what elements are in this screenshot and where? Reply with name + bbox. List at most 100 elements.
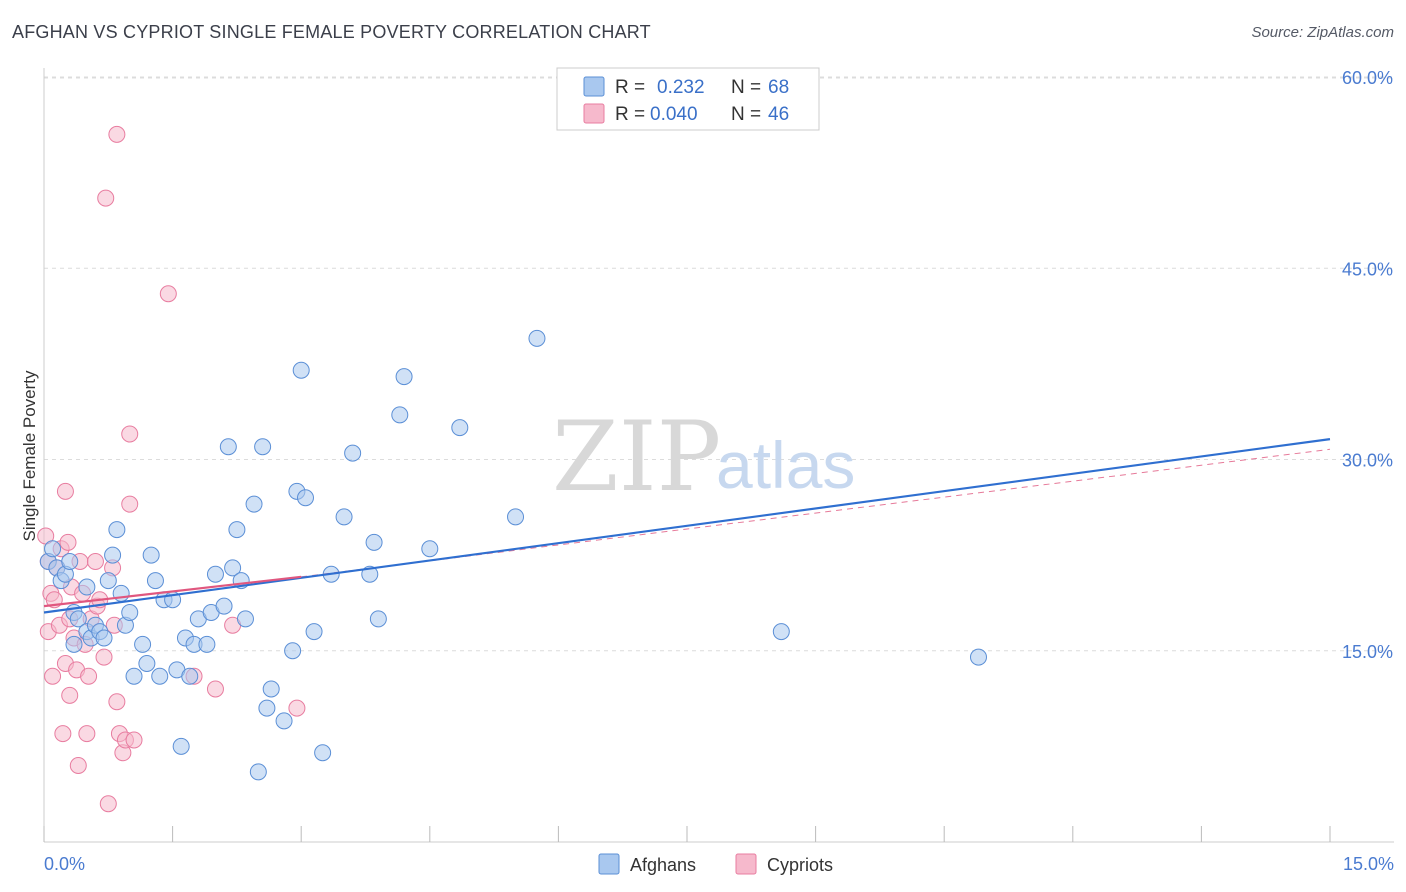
cypriots-point-29	[99, 795, 117, 813]
afghans-point-61	[369, 610, 387, 628]
cypriots-point-38	[121, 425, 139, 443]
cypriots-point-27	[95, 648, 113, 666]
afghans-point-53	[296, 489, 314, 507]
afghans-point-49	[275, 712, 293, 730]
afghans-point-1	[44, 540, 62, 558]
afghans-point-20	[121, 604, 139, 621]
afghans-point-65	[451, 419, 469, 437]
afghans-point-46	[254, 438, 272, 456]
afghans-point-47	[258, 699, 276, 717]
afghans-point-30	[172, 737, 190, 755]
chart-title: AFGHAN VS CYPRIOT SINGLE FEMALE POVERTY …	[12, 22, 651, 42]
afghans-point-32	[181, 667, 199, 685]
cypriots-point-44	[288, 699, 306, 717]
cypriots-point-39	[125, 731, 143, 749]
afghans-point-25	[146, 572, 164, 590]
cypriots-point-4	[44, 667, 62, 685]
afghans-point-43	[236, 610, 254, 628]
cypriots-point-11	[56, 482, 74, 500]
bottom-legend-swatch-cypriots	[735, 853, 757, 875]
afghans-point-39	[219, 438, 237, 456]
legend-n-label-cypriots: N =	[731, 104, 761, 125]
legend-r-label-cypriots: R =	[615, 104, 645, 125]
legend-r-value-cypriots: 0.040	[650, 104, 698, 125]
legend-n-value-afghans: 68	[768, 77, 789, 98]
afghans-point-40	[224, 559, 242, 577]
cypriots-point-37	[121, 495, 139, 513]
cypriots-point-13	[61, 686, 79, 704]
y-axis-title: Single Female Poverty	[20, 370, 39, 542]
legend-n-label-afghans: N =	[731, 77, 761, 98]
afghans-point-22	[134, 635, 152, 653]
afghans-point-63	[395, 368, 413, 386]
afghans-point-68	[772, 623, 790, 641]
afghans-point-52	[292, 361, 310, 379]
afghans-point-45	[249, 763, 267, 781]
legend-swatch-cypriots	[583, 103, 605, 124]
y-tick-label-0: 15.0%	[1342, 642, 1393, 662]
bottom-legend-label-afghans: Afghans	[630, 855, 696, 875]
top-legend: R = 0.232 N = 68 R = 0.040 N = 46	[556, 67, 820, 131]
afghans-point-6	[65, 635, 83, 653]
afghans-point-14	[95, 629, 113, 647]
legend-n-value-cypriots: 46	[768, 104, 789, 125]
afghans-point-55	[314, 744, 332, 762]
afghans-point-9	[78, 578, 96, 596]
afghans-point-44	[245, 495, 263, 513]
watermark-zip: ZIP	[552, 401, 721, 513]
cypriots-trend-extended	[301, 448, 1331, 578]
afghans-point-48	[262, 680, 280, 698]
legend-swatch-afghans	[583, 76, 605, 97]
cypriots-point-22	[80, 667, 98, 685]
afghans-point-38	[215, 597, 233, 615]
afghans-point-50	[284, 642, 302, 660]
afghans-point-58	[344, 444, 362, 462]
afghans-point-5	[61, 553, 79, 570]
afghans-point-24	[142, 546, 160, 564]
cypriots-point-12	[59, 533, 77, 551]
afghans-point-35	[198, 635, 216, 653]
afghans-point-15	[99, 572, 117, 590]
afghans-point-23	[138, 655, 156, 672]
cypriots-point-9	[54, 725, 72, 743]
grid-layer	[44, 76, 1394, 652]
bottom-legend-label-cypriots: Cypriots	[767, 855, 833, 875]
watermark-atlas: atlas	[716, 428, 855, 502]
x-tick-label-min: 0.0%	[44, 854, 85, 874]
trend-layer	[43, 438, 1331, 614]
cypriots-point-33	[108, 693, 126, 711]
bottom-legend: Afghans Cypriots	[598, 853, 833, 875]
afghans-point-59	[361, 565, 379, 583]
afghans-point-62	[391, 406, 409, 424]
afghans-point-66	[507, 508, 525, 526]
afghans-point-21	[125, 667, 143, 685]
afghans-point-60	[365, 533, 383, 551]
afghans-point-26	[151, 667, 169, 685]
afghans-trend	[43, 438, 1331, 614]
afghans-point-17	[108, 521, 126, 539]
cypriots-point-24	[86, 553, 104, 570]
afghans-point-41	[228, 521, 246, 539]
cypriots-point-40	[159, 285, 177, 303]
afghans-point-16	[104, 546, 122, 564]
axis-layer	[43, 68, 1394, 843]
source-credit: Source: ZipAtlas.com	[1251, 24, 1394, 41]
cypriots-point-42	[206, 680, 224, 698]
afghans-point-64	[421, 540, 439, 558]
y-tick-label-1: 30.0%	[1342, 451, 1393, 471]
y-tick-label-3: 60.0%	[1342, 68, 1393, 88]
legend-r-label-afghans: R =	[615, 77, 645, 98]
bottom-legend-swatch-afghans	[598, 853, 620, 875]
cypriots-point-17	[69, 757, 87, 774]
cypriots-point-32	[108, 125, 126, 143]
cypriots-point-21	[78, 725, 96, 743]
cypriots-point-28	[97, 189, 115, 207]
afghans-point-57	[335, 508, 353, 526]
y-tick-label-2: 45.0%	[1342, 259, 1393, 279]
afghans-point-54	[305, 623, 323, 641]
cypriots-trend	[43, 575, 302, 608]
afghans-series	[39, 329, 987, 781]
afghans-point-8	[69, 610, 87, 628]
legend-r-value-afghans: 0.232	[657, 77, 705, 98]
